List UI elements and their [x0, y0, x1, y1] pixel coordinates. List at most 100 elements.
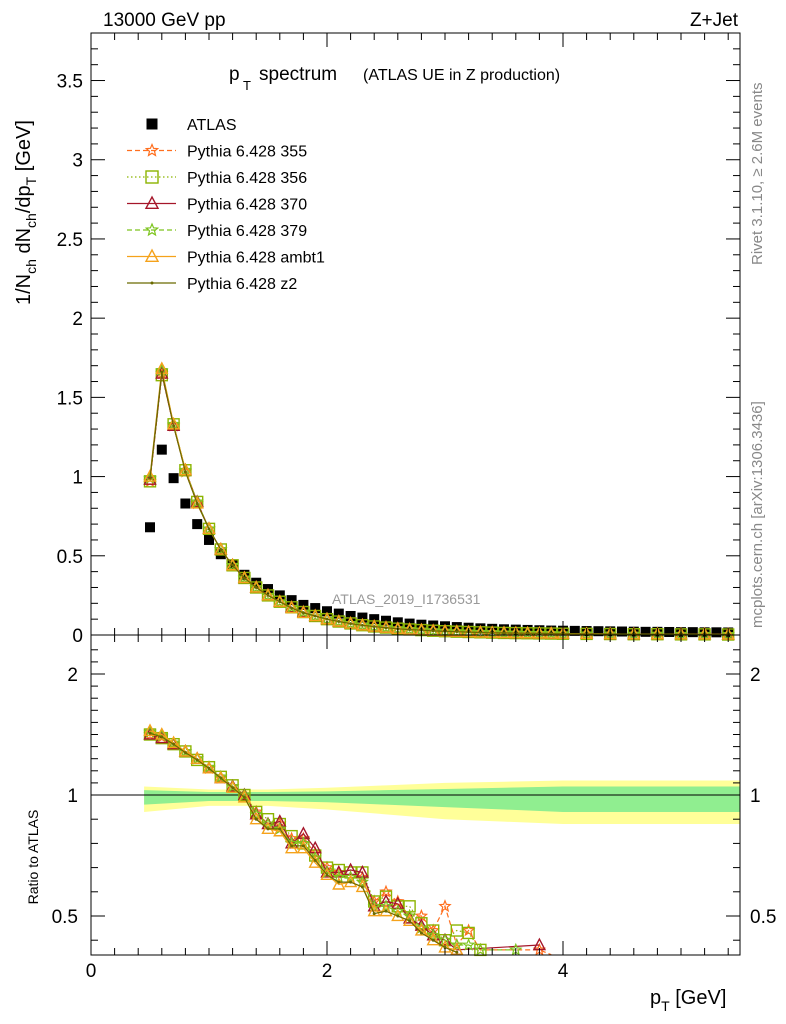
main-point-4-14 — [308, 608, 322, 622]
ratio-point-5-17 — [349, 880, 353, 884]
main-point-6-8 — [242, 576, 246, 580]
ratio-point-5-6 — [219, 776, 223, 780]
ratio-point-5-18 — [360, 885, 364, 889]
main-point-5-32 — [520, 625, 535, 639]
title-extra: (ATLAS UE in Z production) — [363, 67, 560, 84]
main-point-5-10 — [261, 587, 275, 601]
main-point-6-13 — [301, 611, 305, 615]
main-point-4-32 — [520, 626, 535, 639]
main-point-4-7 — [225, 558, 240, 571]
ratio-uncertainty-bands — [144, 780, 741, 825]
ratio-series-0 — [143, 727, 552, 956]
ratio-point-4-7 — [225, 780, 240, 793]
x-tick-label: 0 — [86, 961, 97, 982]
analysis-tag: ATLAS_2019_I1736531 — [332, 591, 481, 607]
main-point-6-6 — [219, 547, 223, 551]
main-point-6-0 — [148, 476, 152, 480]
main-point-6-2 — [172, 424, 176, 428]
ratio-y-tick-label-right: 1 — [750, 786, 761, 807]
main-point-0-16 — [333, 608, 344, 619]
main-point-6-22 — [408, 628, 412, 632]
ratio-point-5-9 — [254, 817, 258, 821]
legend: ATLAS Pythia 6.428 355 Pythia 6.428 356 Pyt… — [127, 117, 325, 293]
main-point-4-13 — [296, 604, 311, 618]
mcplots-label: mcplots.cern.ch [arXiv:1306.3436] — [749, 401, 766, 628]
ratio-series-2 — [143, 727, 547, 956]
ratio-point-5-25 — [443, 945, 447, 949]
ratio-point-1-16 — [332, 863, 345, 877]
y-tick-label: 2 — [72, 309, 83, 330]
main-point-4-6 — [214, 542, 228, 556]
legend-entry-5: Pythia 6.428 ambt1 — [127, 248, 325, 267]
svg-text:1/Nch dNch/dpT [GeV]: 1/Nch dNch/dpT [GeV] — [13, 120, 39, 305]
main-point-6-7 — [231, 563, 235, 567]
ratio-point-5-14 — [313, 858, 317, 862]
main-point-0-2 — [168, 473, 179, 484]
title-p: p — [229, 64, 240, 85]
legend-marker-5 — [144, 248, 160, 263]
ratio-point-4-19 — [367, 903, 381, 917]
ratio-point-4-10 — [261, 821, 275, 835]
ratio-point-5-23 — [419, 931, 423, 935]
main-point-0-3 — [180, 498, 191, 509]
main-point-5-7 — [225, 557, 240, 571]
main-point-6-24 — [431, 629, 435, 633]
main-point-5-2 — [166, 416, 181, 430]
ratio-y-tick-label-right: 2 — [750, 665, 761, 686]
legend-entry-2: Pythia 6.428 356 — [127, 170, 307, 187]
ratio-point-5-4 — [195, 758, 199, 762]
main-point-6-9 — [254, 585, 258, 589]
main-point-6-4 — [195, 502, 199, 506]
main-point-5-3 — [178, 462, 193, 476]
ratio-point-3-28 — [473, 942, 488, 956]
main-point-6-11 — [278, 600, 282, 604]
main-point-5-9 — [249, 580, 263, 593]
main-point-6-34 — [549, 632, 553, 636]
main-point-0-44 — [664, 626, 675, 637]
main-point-0-34 — [546, 625, 557, 636]
ratio-point-3-22 — [402, 908, 417, 922]
legend-label-3: Pythia 6.428 370 — [187, 197, 307, 214]
ratio-point-4-0 — [143, 723, 157, 737]
ratio-point-4-17 — [343, 874, 358, 888]
main-series-0 — [145, 444, 734, 638]
ratio-point-4-13 — [296, 840, 311, 854]
main-point-4-24 — [426, 623, 440, 637]
main-point-0-18 — [357, 612, 368, 623]
main-point-6-15 — [325, 617, 329, 621]
main-point-6-14 — [313, 614, 317, 618]
ratio-point-2-16 — [332, 865, 346, 878]
main-point-6-16 — [337, 620, 341, 624]
ratio-point-4-11 — [273, 823, 287, 837]
main-ylabel: 1/Nch dNch/dpT [GeV] — [13, 120, 39, 305]
main-point-0-8 — [239, 569, 250, 580]
legend-entry-6: Pythia 6.428 z2 — [127, 276, 297, 293]
ratio-point-4-20 — [379, 903, 393, 917]
ratio-point-4-1 — [155, 727, 169, 740]
y-tick-label: 0.5 — [57, 547, 83, 568]
y-tick-label: 3.5 — [57, 72, 83, 93]
main-point-0-42 — [640, 626, 651, 637]
main-point-6-5 — [207, 527, 211, 531]
main-point-5-30 — [497, 625, 511, 639]
main-point-4-10 — [261, 588, 275, 602]
main-point-6-28 — [478, 630, 482, 634]
ratio-point-2-25 — [438, 932, 452, 946]
main-point-6-20 — [384, 626, 388, 630]
main-point-0-32 — [522, 624, 533, 635]
ratio-point-5-3 — [183, 751, 187, 755]
main-point-4-34 — [544, 626, 558, 640]
main-point-6-1 — [160, 370, 164, 374]
y-tick-label: 2.5 — [57, 230, 83, 251]
legend-marker-4 — [144, 222, 160, 237]
main-point-6-32 — [526, 631, 530, 635]
main-point-6-30 — [502, 631, 506, 635]
ratio-point-5-2 — [172, 742, 176, 746]
legend-entry-4: Pythia 6.428 379 — [127, 222, 307, 240]
main-point-5-0 — [143, 469, 157, 482]
ratio-point-5-0 — [148, 731, 152, 735]
ratio-point-4-9 — [249, 811, 263, 825]
ratio-point-3-17 — [343, 870, 358, 883]
main-point-5-28 — [473, 625, 488, 638]
ratio-point-5-26 — [455, 950, 459, 954]
